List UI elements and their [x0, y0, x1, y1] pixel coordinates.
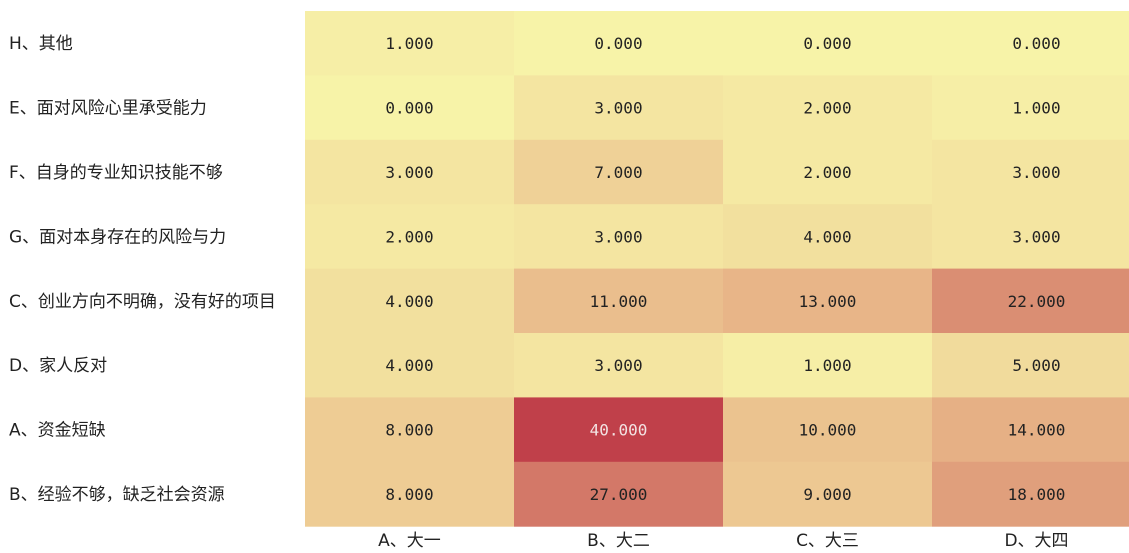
column-label: B、大二 [587, 531, 650, 551]
heatmap-cell [514, 397, 723, 463]
heatmap-cell [514, 333, 723, 398]
heatmap-cell [305, 11, 514, 76]
column-label: A、大一 [378, 531, 441, 551]
cell-value-label: 3.000 [385, 163, 433, 182]
row-label: B、经验不够，缺乏社会资源 [9, 485, 225, 505]
row-label: F、自身的专业知识技能不够 [9, 163, 223, 183]
row-label: A、资金短缺 [9, 421, 106, 441]
heatmap-cell [514, 75, 723, 141]
cell-value-label: 7.000 [594, 163, 642, 182]
heatmap-cell [723, 75, 932, 141]
column-label: C、大三 [796, 531, 859, 551]
heatmap-cell [305, 397, 514, 463]
heatmap-cell [305, 461, 514, 527]
cell-value-label: 2.000 [385, 227, 433, 246]
cell-value-label: 2.000 [803, 99, 851, 118]
heatmap-cell [305, 333, 514, 398]
cell-value-label: 8.000 [385, 421, 433, 440]
heatmap-cell [723, 139, 932, 205]
heatmap-cell [932, 268, 1129, 334]
cell-value-label: 13.000 [799, 292, 857, 311]
cell-value-label: 2.000 [803, 163, 851, 182]
cell-value-label: 4.000 [803, 227, 851, 246]
heatmap-cell [514, 268, 723, 334]
cell-value-label: 0.000 [1012, 34, 1060, 53]
cell-value-label: 10.000 [799, 421, 857, 440]
heatmap-cell [723, 461, 932, 527]
column-label: D、大四 [1004, 531, 1068, 551]
cell-value-label: 1.000 [385, 34, 433, 53]
heatmap-cell [932, 139, 1129, 205]
heatmap-cell [932, 333, 1129, 398]
heatmap-cell [932, 11, 1129, 76]
cell-value-label: 0.000 [385, 99, 433, 118]
cell-value-label: 1.000 [803, 356, 851, 375]
heatmap-cells: 1.000 0.000 0.000 0.000 0.000 3.000 2.000 1.000… [305, 11, 1129, 527]
heatmap-cell [723, 204, 932, 270]
cell-value-label: 5.000 [1012, 356, 1060, 375]
heatmap-cell [932, 397, 1129, 463]
cell-value-label: 4.000 [385, 292, 433, 311]
row-label: E、面对风险心里承受能力 [9, 99, 207, 119]
cell-value-label: 3.000 [594, 99, 642, 118]
heatmap-cell [305, 139, 514, 205]
cell-value-label: 22.000 [1008, 292, 1066, 311]
row-labels: H、其他 E、面对风险心里承受能力 F、自身的专业知识技能不够 G、面对本身存在的风险… [9, 34, 276, 505]
cell-value-label: 9.000 [803, 485, 851, 504]
cell-value-label: 8.000 [385, 485, 433, 504]
cell-value-label: 40.000 [590, 421, 648, 440]
heatmap-cell [932, 204, 1129, 270]
cell-value-label: 4.000 [385, 356, 433, 375]
cell-value-label: 1.000 [1012, 99, 1060, 118]
heatmap-cell [305, 268, 514, 334]
cell-value-label: 27.000 [590, 485, 648, 504]
heatmap-cell [305, 204, 514, 270]
heatmap-cell [514, 11, 723, 76]
column-labels: A、大一 B、大二 C、大三 D、大四 [378, 531, 1068, 551]
heatmap-cell [514, 139, 723, 205]
cell-value-label: 14.000 [1008, 421, 1066, 440]
cell-value-label: 0.000 [594, 34, 642, 53]
heatmap-cell [932, 75, 1129, 141]
cell-value-label: 3.000 [1012, 163, 1060, 182]
cell-value-label: 11.000 [590, 292, 648, 311]
heatmap-cell [932, 461, 1129, 527]
heatmap-cell [305, 75, 514, 141]
cell-value-label: 3.000 [594, 227, 642, 246]
heatmap-cell [514, 204, 723, 270]
heatmap-cell [723, 268, 932, 334]
heatmap-cell [723, 333, 932, 398]
row-label: D、家人反对 [9, 356, 107, 376]
heatmap-cell [723, 397, 932, 463]
heatmap-cell [514, 461, 723, 527]
cell-value-label: 18.000 [1008, 485, 1066, 504]
cell-value-label: 0.000 [803, 34, 851, 53]
heatmap-cell [723, 11, 932, 76]
cell-value-label: 3.000 [594, 356, 642, 375]
cell-value-label: 3.000 [1012, 227, 1060, 246]
row-label: C、创业方向不明确，没有好的项目 [9, 292, 276, 312]
row-label: H、其他 [9, 34, 73, 54]
row-label: G、面对本身存在的风险与力 [9, 227, 226, 247]
